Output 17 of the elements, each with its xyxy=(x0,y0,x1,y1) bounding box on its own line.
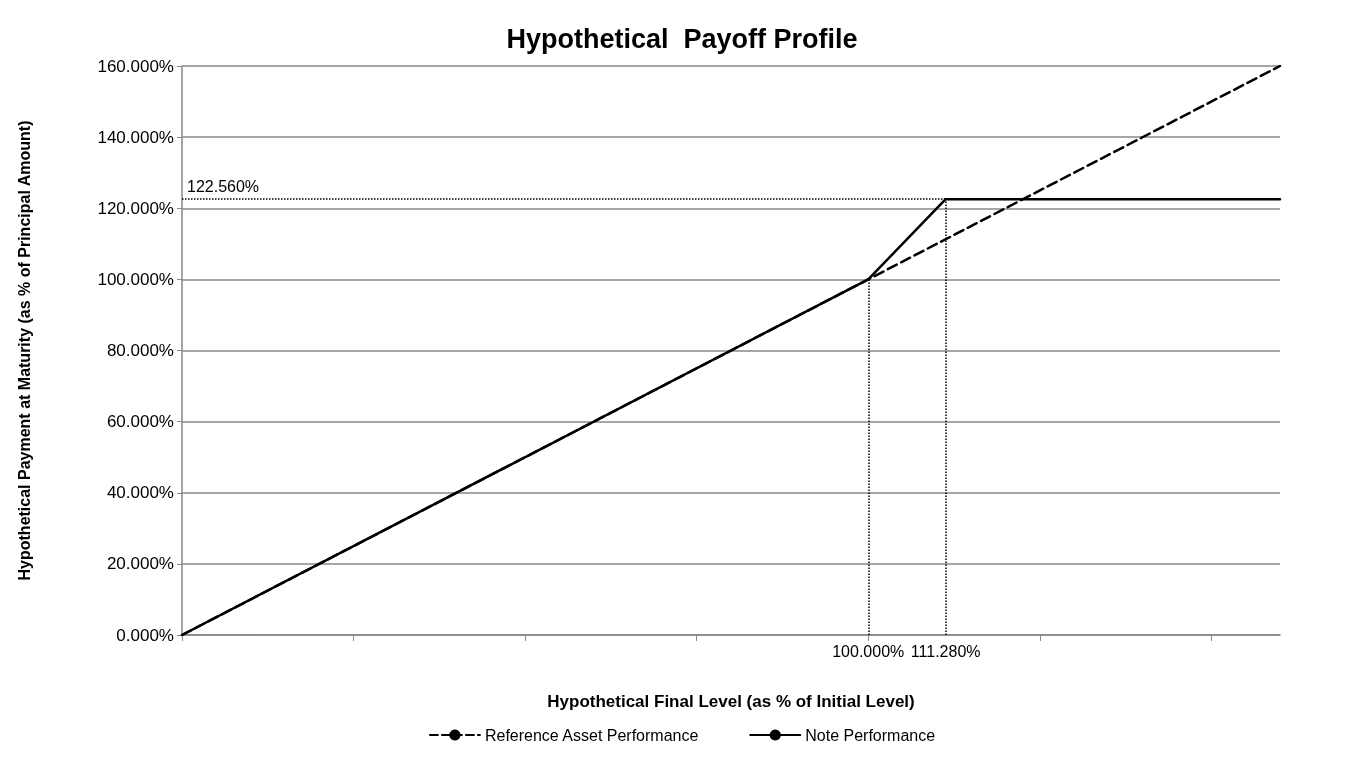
y-tick-label: 80.000% xyxy=(106,341,174,360)
legend-label: Reference Asset Performance xyxy=(484,726,699,744)
y-tick-label: 160.000% xyxy=(97,56,174,76)
y-tick-label: 20.000% xyxy=(106,554,174,574)
legend-label: Note Performance xyxy=(805,726,936,744)
y-tick-label: 0.000% xyxy=(116,625,174,645)
y-tick-label: 120.000% xyxy=(97,198,174,218)
y-tick-label: 140.000% xyxy=(97,127,174,147)
x-axis-title: Hypothetical Final Level (as % of Initial Level) xyxy=(547,692,915,711)
ref-line-label: 122.560% xyxy=(187,177,260,195)
y-axis-title: Hypothetical Payment at Maturity (as % of Principal Amount) xyxy=(15,120,33,581)
y-tick-label: 40.000% xyxy=(106,483,174,503)
ref-line-label: 111.280% xyxy=(910,642,981,660)
chart-title: Hypothetical Payoff Profile xyxy=(506,23,858,54)
y-tick-label: 100.000% xyxy=(97,269,174,289)
y-tick-label: 60.000% xyxy=(106,412,174,432)
ref-line-label: 100.000% xyxy=(832,642,905,660)
